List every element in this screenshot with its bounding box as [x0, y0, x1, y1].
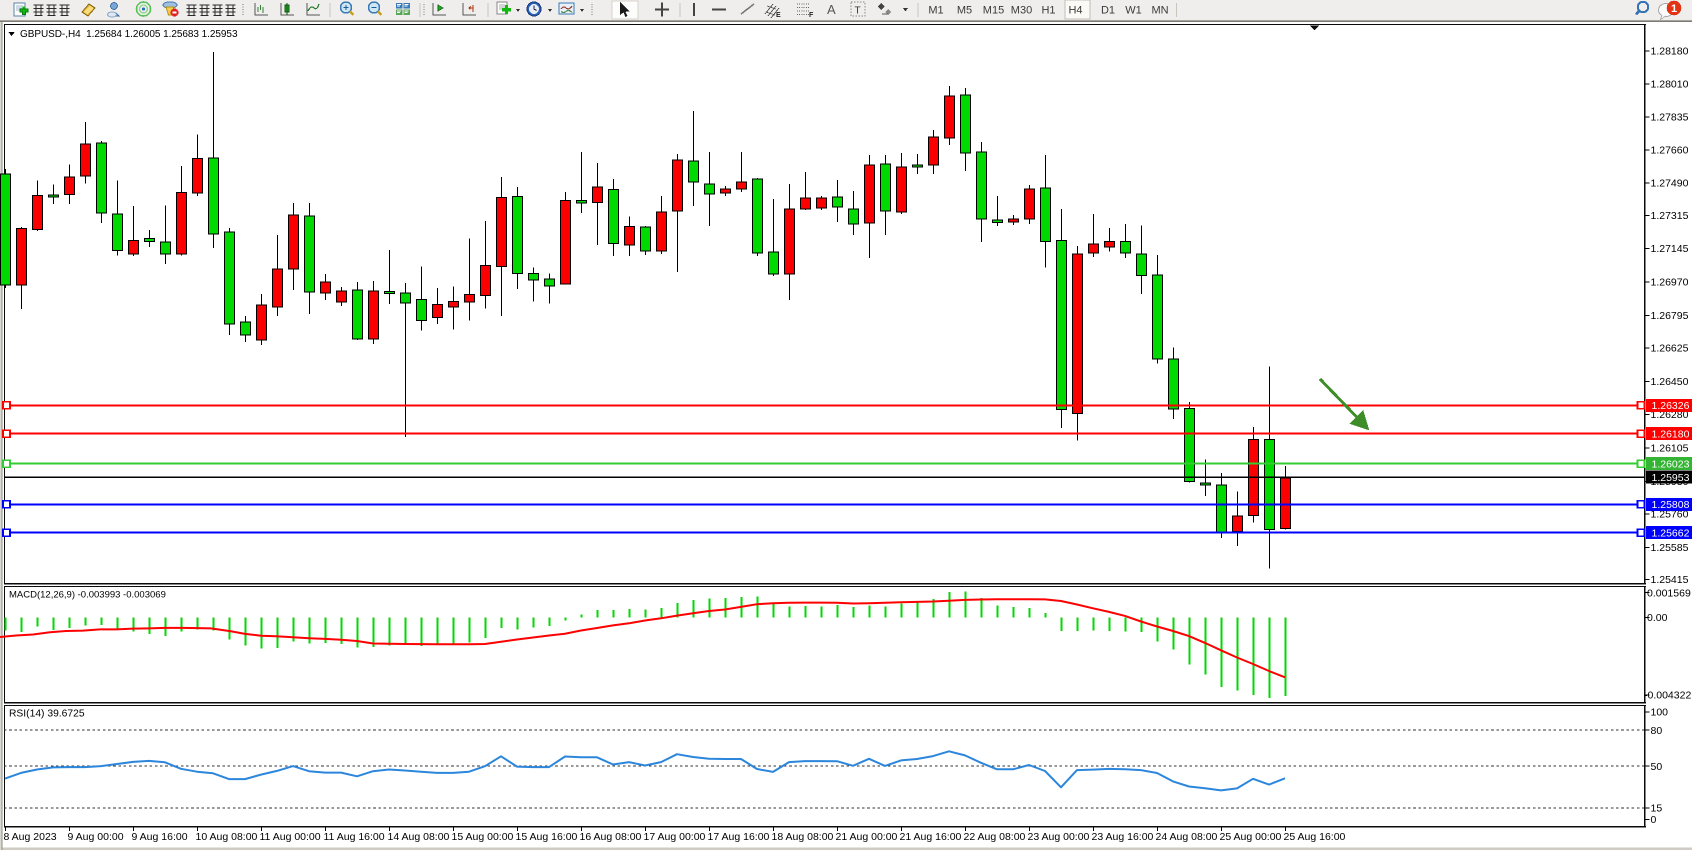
svg-text:50: 50 — [1651, 761, 1663, 773]
svg-text:H4: H4 — [1068, 5, 1082, 17]
svg-text:11 Aug 00:00: 11 Aug 00:00 — [260, 831, 321, 843]
svg-text:1.25953: 1.25953 — [1652, 472, 1690, 484]
svg-text:1.25585: 1.25585 — [1651, 542, 1689, 554]
svg-text:23 Aug 00:00: 23 Aug 00:00 — [1028, 831, 1090, 843]
svg-text:E: E — [776, 12, 781, 19]
svg-text:1.25808: 1.25808 — [1652, 499, 1690, 511]
svg-text:1.26180: 1.26180 — [1652, 429, 1690, 441]
svg-text:1.26795: 1.26795 — [1651, 310, 1689, 322]
svg-text:1.26023: 1.26023 — [1652, 458, 1690, 470]
svg-text:1.25760: 1.25760 — [1651, 509, 1689, 521]
svg-text:F: F — [809, 12, 814, 19]
svg-text:GBPUSD-,H4 1.25684 1.26005 1.: GBPUSD-,H4 1.25684 1.26005 1.25683 1.259… — [20, 29, 238, 40]
svg-text:-0.004322: -0.004322 — [1644, 690, 1691, 702]
svg-text:1.25662: 1.25662 — [1652, 528, 1690, 540]
svg-text:21 Aug 00:00: 21 Aug 00:00 — [836, 831, 898, 843]
svg-text:D1: D1 — [1101, 5, 1115, 17]
svg-text:25 Aug 00:00: 25 Aug 00:00 — [1220, 831, 1282, 843]
svg-text:17 Aug 00:00: 17 Aug 00:00 — [644, 831, 706, 843]
svg-text:MN: MN — [1151, 5, 1168, 17]
svg-text:1.27660: 1.27660 — [1651, 145, 1689, 157]
svg-text:1.27490: 1.27490 — [1651, 178, 1689, 190]
svg-text:H1: H1 — [1041, 5, 1055, 17]
svg-text:T: T — [855, 6, 861, 17]
svg-text:1.27145: 1.27145 — [1651, 243, 1689, 255]
svg-text:1.28010: 1.28010 — [1651, 79, 1689, 91]
svg-text:M5: M5 — [957, 5, 972, 17]
svg-text:1.27315: 1.27315 — [1651, 210, 1689, 222]
svg-text:0.001569: 0.001569 — [1647, 587, 1691, 599]
svg-text:M1: M1 — [928, 5, 943, 17]
svg-text:8 Aug 2023: 8 Aug 2023 — [4, 831, 57, 843]
svg-text:9 Aug 16:00: 9 Aug 16:00 — [132, 831, 188, 843]
svg-text:W1: W1 — [1125, 5, 1142, 17]
svg-text:1.26280: 1.26280 — [1651, 409, 1689, 421]
svg-text:10 Aug 08:00: 10 Aug 08:00 — [196, 831, 258, 843]
svg-text:100: 100 — [1651, 707, 1669, 719]
svg-text:1.26970: 1.26970 — [1651, 277, 1689, 289]
svg-text:0: 0 — [1651, 814, 1657, 826]
svg-text:25 Aug 16:00: 25 Aug 16:00 — [1284, 831, 1346, 843]
svg-text:15 Aug 00:00: 15 Aug 00:00 — [452, 831, 514, 843]
svg-text:1.26105: 1.26105 — [1651, 443, 1689, 455]
svg-text:MACD(12,26,9) -0.003993 -0.003: MACD(12,26,9) -0.003993 -0.003069 — [9, 590, 166, 601]
svg-text:24 Aug 08:00: 24 Aug 08:00 — [1156, 831, 1218, 843]
svg-text:22 Aug 08:00: 22 Aug 08:00 — [964, 831, 1026, 843]
svg-text:80: 80 — [1651, 725, 1663, 737]
svg-text:1.28180: 1.28180 — [1651, 46, 1689, 58]
svg-text:1.27835: 1.27835 — [1651, 112, 1689, 124]
svg-text:23 Aug 16:00: 23 Aug 16:00 — [1092, 831, 1154, 843]
svg-text:11 Aug 16:00: 11 Aug 16:00 — [324, 831, 385, 843]
svg-text:0.00: 0.00 — [1647, 612, 1668, 624]
svg-text:9 Aug 00:00: 9 Aug 00:00 — [68, 831, 124, 843]
svg-text:A: A — [827, 2, 836, 17]
svg-text:21 Aug 16:00: 21 Aug 16:00 — [900, 831, 962, 843]
svg-text:1.26625: 1.26625 — [1651, 343, 1689, 355]
svg-text:15: 15 — [1651, 803, 1663, 815]
svg-text:RSI(14) 39.6725: RSI(14) 39.6725 — [9, 708, 85, 719]
svg-text:1.26450: 1.26450 — [1651, 376, 1689, 388]
svg-text:1.25415: 1.25415 — [1651, 574, 1689, 586]
svg-text:14 Aug 08:00: 14 Aug 08:00 — [388, 831, 450, 843]
svg-text:M15: M15 — [983, 5, 1004, 17]
svg-text:1.26326: 1.26326 — [1652, 400, 1690, 412]
svg-text:15 Aug 16:00: 15 Aug 16:00 — [516, 831, 578, 843]
svg-text:M30: M30 — [1011, 5, 1032, 17]
svg-text:17 Aug 16:00: 17 Aug 16:00 — [708, 831, 770, 843]
svg-text:1: 1 — [1671, 3, 1677, 15]
svg-text:16 Aug 08:00: 16 Aug 08:00 — [580, 831, 642, 843]
svg-text:18 Aug 08:00: 18 Aug 08:00 — [772, 831, 834, 843]
